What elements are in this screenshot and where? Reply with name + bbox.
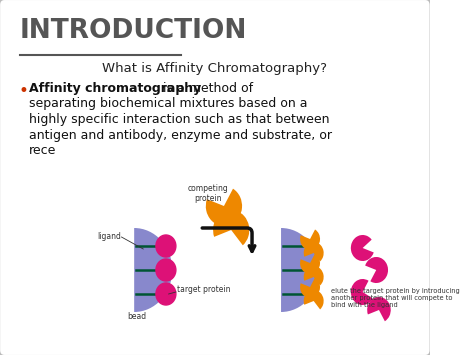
Wedge shape [281, 228, 319, 312]
Text: rece: rece [29, 144, 56, 157]
Wedge shape [304, 242, 324, 261]
FancyBboxPatch shape [0, 0, 431, 355]
Wedge shape [365, 257, 388, 283]
Wedge shape [134, 228, 172, 312]
Wedge shape [351, 279, 373, 305]
Wedge shape [213, 210, 249, 245]
Circle shape [156, 283, 176, 305]
Text: antigen and antibody, enzyme and substrate, or: antigen and antibody, enzyme and substra… [29, 129, 332, 142]
Wedge shape [304, 266, 324, 285]
Wedge shape [351, 235, 374, 261]
Text: bead: bead [127, 312, 146, 321]
Text: •: • [18, 82, 28, 100]
Circle shape [156, 235, 176, 257]
Text: INTRODUCTION: INTRODUCTION [20, 18, 247, 44]
Text: elute the target protein by introducing
another protein that will compete to
bin: elute the target protein by introducing … [331, 288, 460, 308]
Wedge shape [300, 253, 320, 274]
Text: highly specific interaction such as that between: highly specific interaction such as that… [29, 113, 329, 126]
Circle shape [156, 259, 176, 281]
Text: target protein: target protein [177, 285, 230, 295]
Text: What is Affinity Chromatography?: What is Affinity Chromatography? [102, 62, 328, 75]
Text: Affinity chromatography: Affinity chromatography [29, 82, 201, 95]
Text: competing
protein: competing protein [187, 184, 228, 203]
Text: is a method of: is a method of [159, 82, 253, 95]
Wedge shape [367, 297, 391, 321]
Wedge shape [300, 229, 320, 250]
Text: separating biochemical mixtures based on a: separating biochemical mixtures based on… [29, 98, 308, 110]
Text: ligand: ligand [97, 232, 121, 241]
Wedge shape [300, 278, 320, 298]
Wedge shape [206, 189, 242, 226]
Wedge shape [304, 290, 324, 310]
